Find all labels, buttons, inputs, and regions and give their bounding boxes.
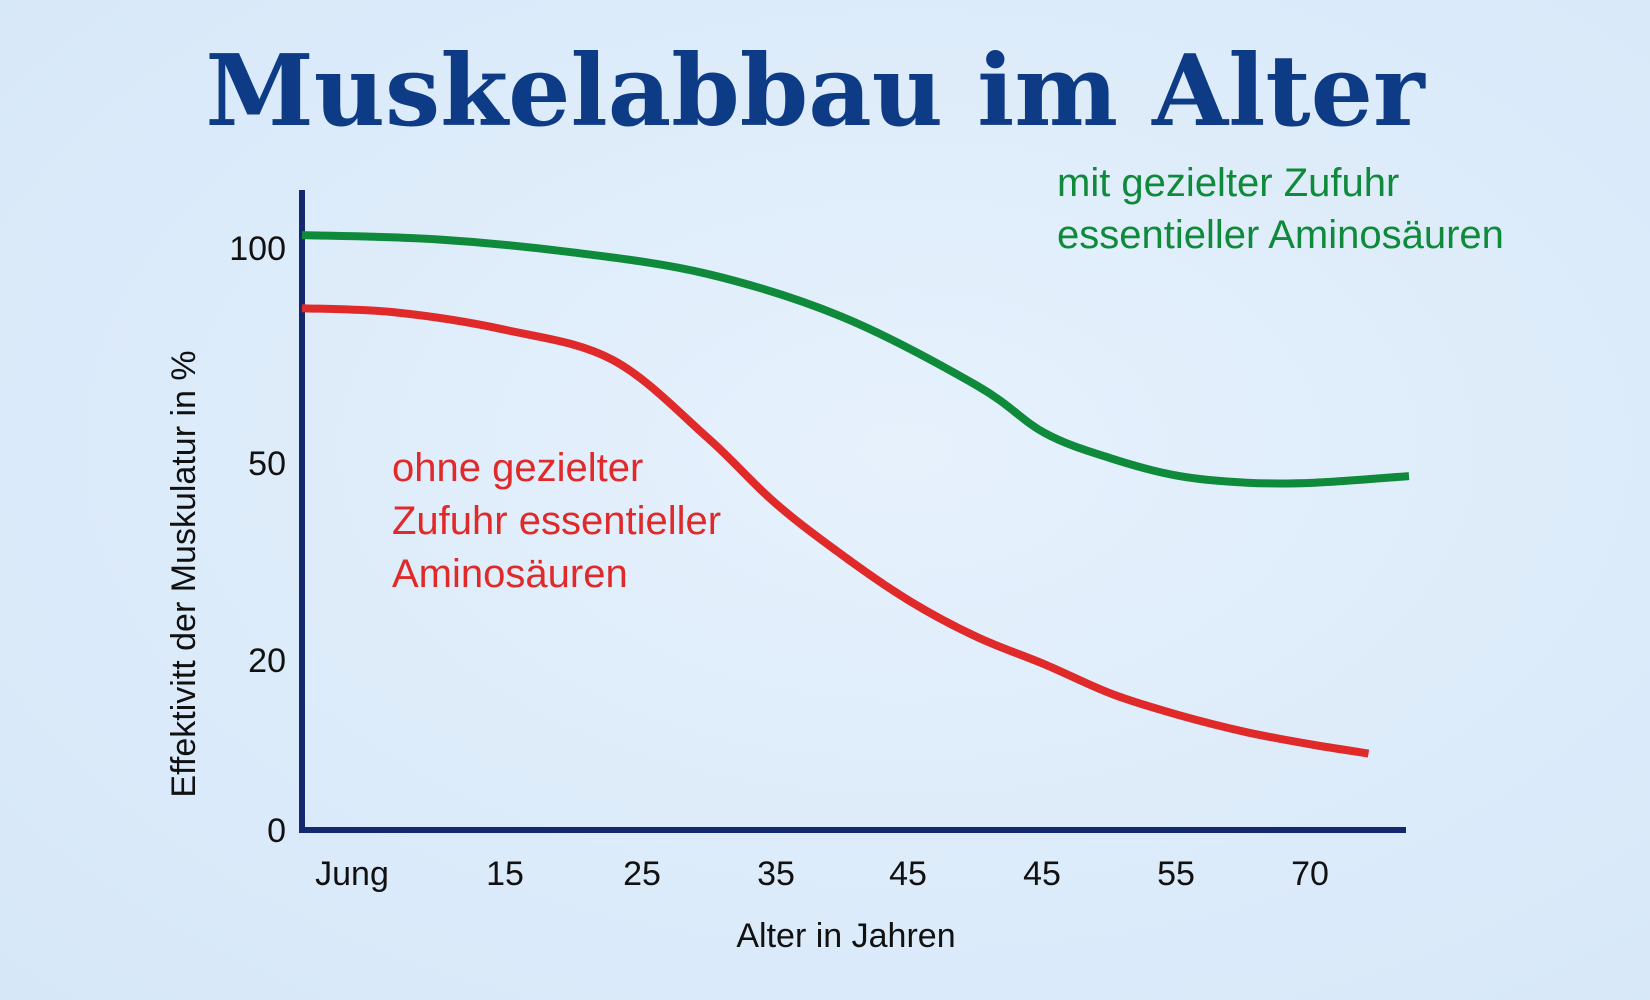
y-tick-label: 0 — [267, 812, 286, 850]
annotation-line: ohne gezielter — [392, 446, 643, 490]
axes — [299, 190, 1406, 833]
series-line-with-supply — [301, 231, 1410, 488]
x-tick-label: 55 — [1157, 855, 1195, 893]
series-annotations: mit gezielter Zufuhr essentieller Aminosä… — [392, 161, 1504, 596]
y-tick-label: 100 — [229, 230, 286, 268]
y-tick-label: 50 — [248, 445, 286, 483]
x-tick-label: 35 — [757, 855, 795, 893]
series-layer — [301, 231, 1410, 758]
chart-title: Muskelabbau im Alter — [205, 34, 1426, 149]
annotation-without-supply: ohne gezielter Zufuhr essentieller Aminosä… — [392, 446, 721, 596]
x-tick-label: 70 — [1291, 855, 1329, 893]
x-tick-label: Jung — [315, 855, 389, 893]
x-tick-label: 45 — [1023, 855, 1061, 893]
x-tick-labels: Jung 15 25 35 45 45 55 70 — [315, 855, 1329, 893]
series-line-without-supply — [301, 304, 1370, 758]
y-tick-label: 20 — [248, 642, 286, 680]
y-axis-label: Effektivitt der Muskulatur in % — [165, 350, 203, 797]
y-tick-labels: 0 20 50 100 — [229, 230, 286, 850]
annotation-line: essentieller Aminosäuren — [1057, 213, 1504, 257]
annotation-line: Aminosäuren — [392, 552, 628, 596]
annotation-line: mit gezielter Zufuhr — [1057, 161, 1399, 205]
annotation-with-supply: mit gezielter Zufuhr essentieller Aminosä… — [1057, 161, 1504, 257]
x-axis-label: Alter in Jahren — [736, 917, 955, 955]
x-tick-label: 45 — [889, 855, 927, 893]
x-tick-label: 25 — [623, 855, 661, 893]
annotation-line: Zufuhr essentieller — [392, 499, 721, 543]
x-tick-label: 15 — [486, 855, 524, 893]
